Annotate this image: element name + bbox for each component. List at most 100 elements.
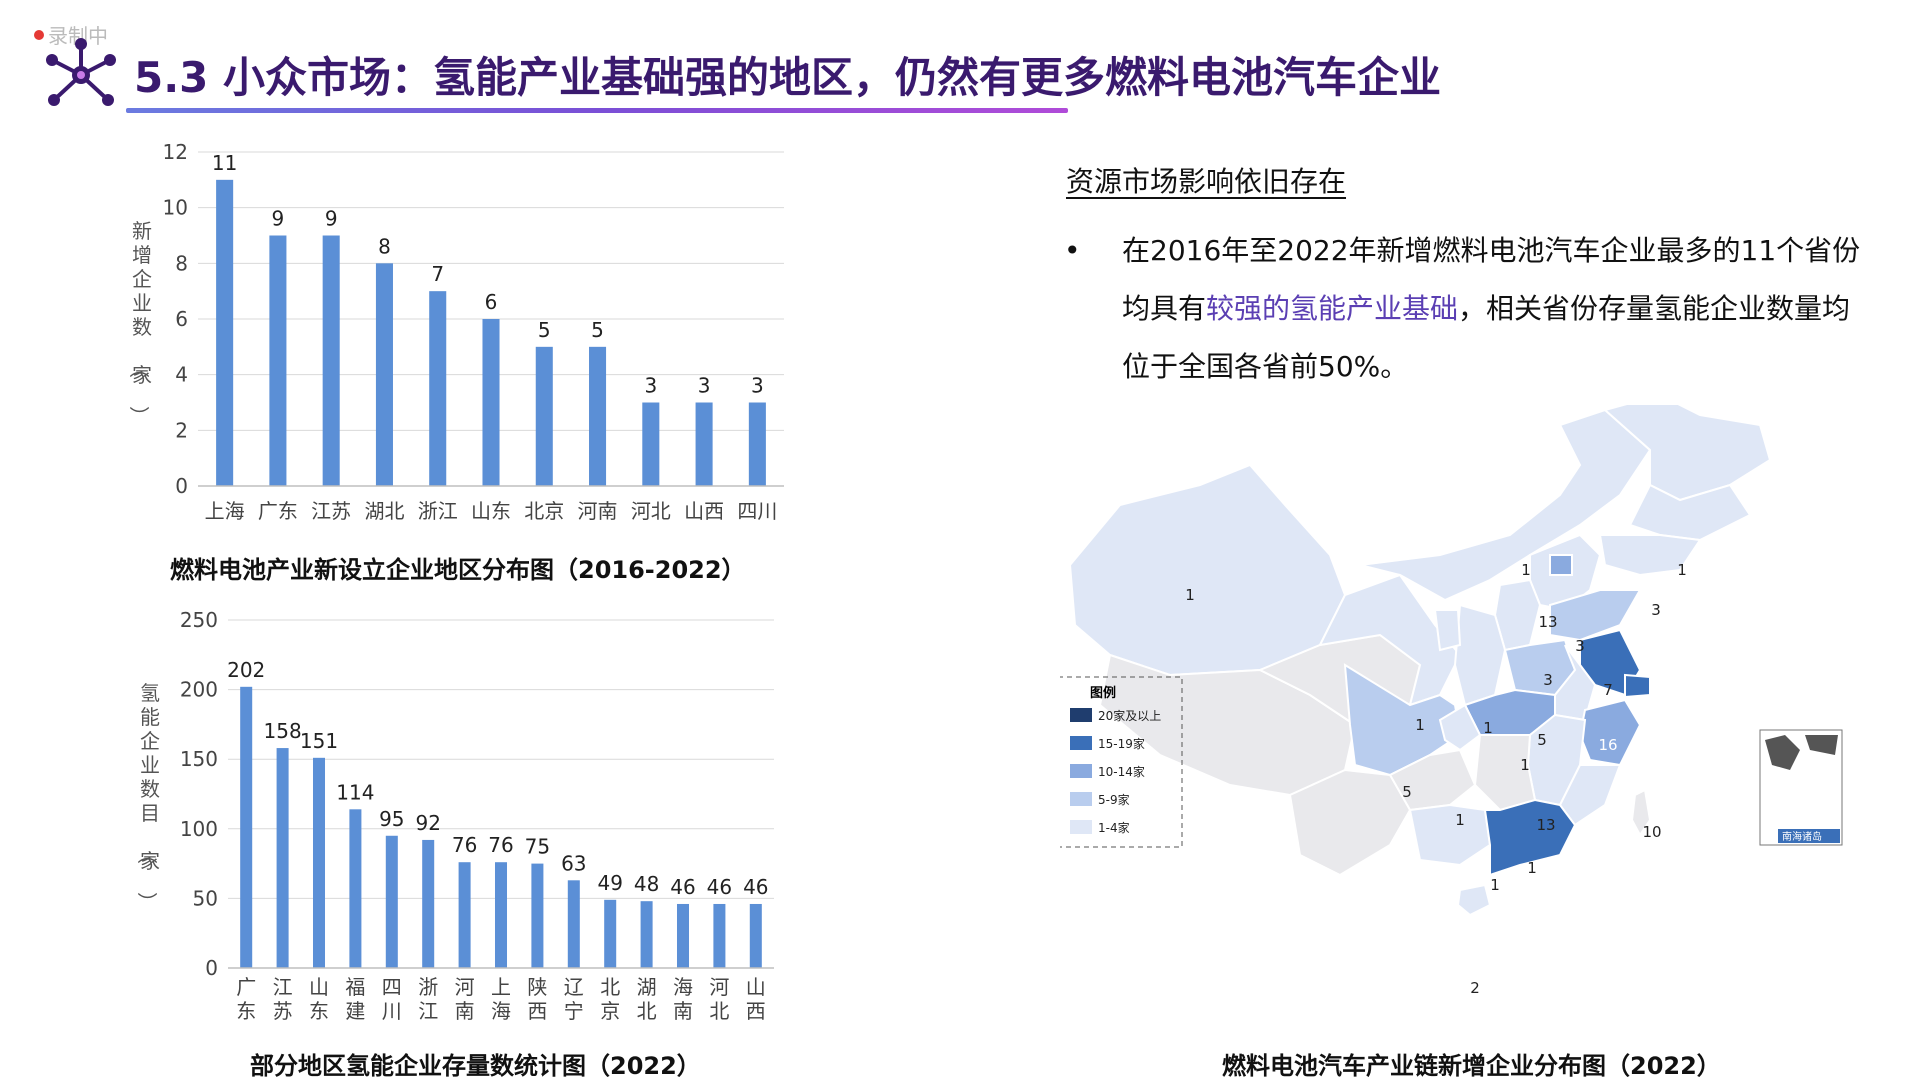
data-label: 6	[485, 290, 498, 314]
province-beijing	[1550, 555, 1572, 575]
data-label: 151	[300, 729, 338, 753]
bar	[422, 840, 434, 968]
data-label: 76	[488, 833, 513, 857]
bar	[536, 347, 553, 486]
province-xinjiang	[1070, 465, 1345, 675]
bar	[642, 403, 659, 487]
data-label: 92	[415, 811, 440, 835]
y-tick-label: 250	[180, 608, 218, 632]
region-value-label: 1	[1483, 719, 1493, 737]
data-label: 8	[378, 234, 391, 258]
region-value-label: 13	[1536, 816, 1555, 834]
map-caption: 燃料电池汽车产业链新增企业分布图（2022）	[1222, 1046, 1721, 1081]
bar	[696, 403, 713, 487]
x-tick-label: 河南	[455, 975, 475, 1023]
y-tick-label: 2	[175, 418, 188, 442]
bar	[376, 263, 393, 486]
data-label: 49	[597, 871, 622, 895]
x-tick-label: 山西	[746, 975, 766, 1023]
data-label: 63	[561, 851, 586, 875]
x-tick-label: 海南	[673, 975, 693, 1023]
bar	[749, 403, 766, 487]
legend-swatch	[1070, 792, 1092, 806]
y-tick-label: 100	[180, 817, 218, 841]
section-heading: 资源市场影响依旧存在	[1066, 160, 1346, 200]
legend-label: 20家及以上	[1098, 708, 1161, 723]
data-label: 75	[525, 835, 550, 859]
region-value-label: 1	[1490, 876, 1500, 894]
bar	[750, 904, 762, 968]
data-label: 76	[452, 833, 477, 857]
x-tick-label: 上海	[491, 975, 511, 1023]
y-tick-label: 200	[180, 678, 218, 702]
x-tick-label: 陕西	[527, 975, 547, 1023]
data-label: 46	[743, 875, 768, 899]
data-label: 48	[634, 872, 659, 896]
province-shanghai	[1625, 675, 1650, 697]
map-provinces	[1070, 405, 1770, 915]
y-axis-label: 新增企业数（家）	[127, 219, 152, 426]
y-axis-label: 氢能企业数目（家）	[135, 681, 160, 912]
x-tick-label: 北京	[600, 975, 620, 1023]
region-value-label: 1	[1455, 811, 1465, 829]
bar-chart-new-companies: 0 2 4 6 8 10 12 11 上海 9 广东 9 江苏 8 湖北 7 浙江 6 山东 5 北京 5 河南 3 河北 3 山西…	[124, 130, 804, 540]
region-value-label: 2	[1470, 979, 1480, 997]
region-value-label: 3	[1543, 671, 1553, 689]
bar	[641, 901, 653, 968]
data-label: 95	[379, 807, 404, 831]
province-ningxia	[1435, 610, 1460, 650]
data-label: 202	[227, 658, 265, 682]
x-tick-label: 福建	[345, 975, 365, 1023]
x-tick-label: 江苏	[311, 499, 351, 523]
region-value-label: 1	[1185, 586, 1195, 604]
bar	[677, 904, 689, 968]
y-tick-label: 50	[193, 886, 218, 910]
region-value-label: 1	[1415, 716, 1425, 734]
x-tick-label: 山西	[684, 499, 724, 523]
bar	[482, 319, 499, 486]
legend-title: 图例	[1090, 685, 1116, 701]
region-value-label: 5	[1537, 731, 1547, 749]
data-label: 3	[751, 374, 764, 398]
y-tick-label: 0	[175, 474, 188, 498]
region-value-label: 3	[1575, 637, 1585, 655]
x-tick-label: 浙江	[418, 975, 438, 1023]
data-label: 11	[212, 151, 237, 175]
data-label: 158	[264, 719, 302, 743]
x-tick-label: 四川	[382, 975, 402, 1023]
x-tick-label: 浙江	[418, 499, 458, 523]
inset-label: 南海诸岛	[1782, 830, 1822, 843]
bullet-text: 在2016年至2022年新增燃料电池汽车企业最多的11个省份均具有较强的氢能产业…	[1122, 222, 1862, 396]
bar	[459, 862, 471, 968]
region-value-label: 18	[1548, 901, 1567, 919]
chart1-caption: 燃料电池产业新设立企业地区分布图（2016-2022）	[170, 550, 746, 585]
region-value-label: 16	[1598, 736, 1617, 754]
data-label: 9	[325, 207, 338, 231]
data-label: 46	[670, 875, 695, 899]
data-label: 5	[538, 318, 551, 342]
x-tick-label: 广东	[258, 499, 298, 523]
bar	[568, 880, 580, 968]
region-value-label: 10	[1642, 823, 1661, 841]
bar-chart-hydrogen-stock: 050100150200250202广东158江苏151山东114福建95四川9…	[124, 600, 804, 1040]
bar	[269, 236, 286, 487]
legend-label: 1-4家	[1098, 820, 1130, 835]
x-tick-label: 辽宁	[564, 975, 584, 1023]
bullet-text-highlight: 较强的氢能产业基础	[1206, 292, 1458, 325]
y-tick-label: 12	[163, 140, 188, 164]
data-label: 46	[707, 875, 732, 899]
south-china-sea-inset: 南海诸岛	[1760, 730, 1842, 845]
data-label: 7	[431, 262, 444, 286]
x-tick-label: 山东	[309, 975, 329, 1023]
x-tick-label: 湖北	[364, 499, 404, 523]
legend-label: 10-14家	[1098, 764, 1145, 779]
bar	[349, 809, 361, 968]
y-tick-label: 6	[175, 307, 188, 331]
province-zhejiang	[1580, 700, 1640, 765]
province-inner-mongolia	[1360, 410, 1650, 600]
data-label: 3	[644, 374, 657, 398]
legend-label: 5-9家	[1098, 792, 1130, 807]
x-tick-label: 上海	[205, 499, 245, 523]
x-tick-label: 江苏	[273, 975, 293, 1023]
